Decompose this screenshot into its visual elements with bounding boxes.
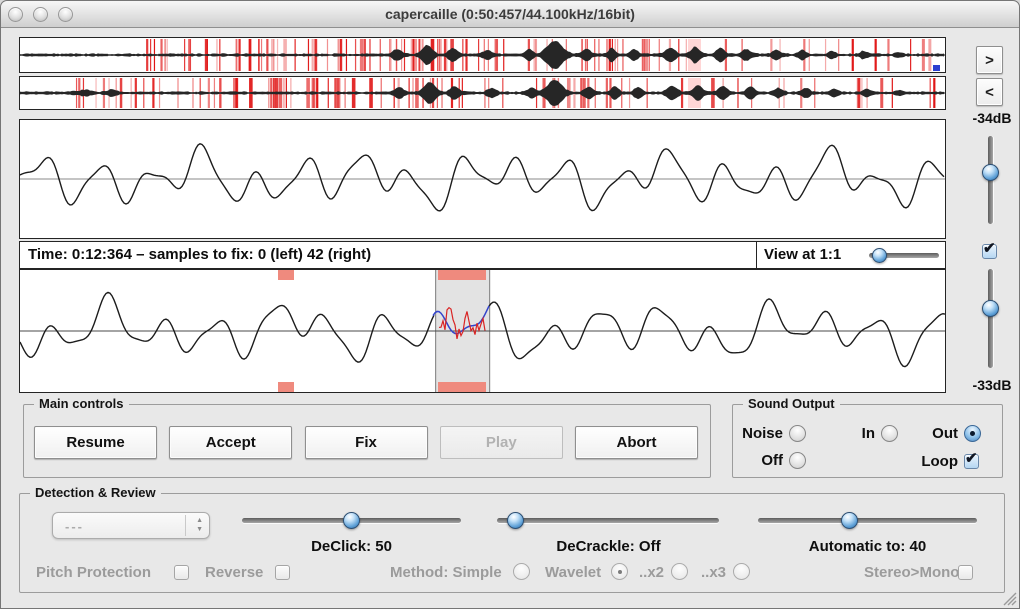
detection-review-group: Detection & Review --- ▲ ▼ DeClick: 50 De… xyxy=(19,485,1005,593)
resume-button[interactable]: Resume xyxy=(34,426,157,459)
threshold-top-label: -34dB xyxy=(972,110,1012,126)
view-scale-slider[interactable] xyxy=(869,248,939,263)
stereo-mono-checkbox xyxy=(958,565,973,580)
abort-button[interactable]: Abort xyxy=(575,426,698,459)
automatic-slider[interactable] xyxy=(758,512,977,529)
reverse-label: Reverse xyxy=(205,564,264,581)
in-label: In xyxy=(861,425,875,442)
channel-link-checkbox[interactable] xyxy=(982,239,997,259)
overview-waveform-right-canvas xyxy=(20,78,945,108)
x2-label: ..x2 xyxy=(639,564,665,581)
threshold-left-slider[interactable] xyxy=(982,136,999,224)
step-forward-button[interactable]: > xyxy=(976,46,1003,74)
main-controls-group: Main controls Resume Accept Fix Play Abort xyxy=(23,396,711,478)
declick-slider[interactable] xyxy=(242,512,461,529)
zoom-button[interactable] xyxy=(58,7,73,22)
out-radio[interactable] xyxy=(964,425,981,442)
loop-checkbox[interactable] xyxy=(964,449,979,469)
pitch-protection-checkbox xyxy=(174,565,189,580)
decrackle-slider[interactable] xyxy=(497,512,719,529)
declick-slider-knob[interactable] xyxy=(343,512,360,529)
waveform-view-left[interactable] xyxy=(19,119,946,239)
sound-output-option-noise[interactable]: Noise xyxy=(742,425,806,442)
automatic-slider-knob[interactable] xyxy=(840,512,858,529)
preset-dropdown[interactable]: --- ▲ ▼ xyxy=(52,512,210,539)
sound-output-group-title: Sound Output xyxy=(743,396,840,411)
status-bar: Time: 0:12:364 – samples to fix: 0 (left… xyxy=(19,241,757,269)
overview-strip-left[interactable] xyxy=(19,37,946,73)
step-back-button[interactable]: < xyxy=(976,78,1003,106)
waveform-right-canvas xyxy=(20,270,945,392)
sound-output-option-in[interactable]: In xyxy=(862,425,898,442)
wavelet-label: Wavelet xyxy=(545,564,602,581)
overview-waveform-left-canvas xyxy=(20,39,945,71)
pitch-protection-label: Pitch Protection xyxy=(36,564,152,581)
stereo-mono-label: Stereo>Mono xyxy=(864,564,960,581)
threshold-left-slider-knob[interactable] xyxy=(982,163,999,181)
loop-label: Loop xyxy=(921,453,958,470)
noise-label: Noise xyxy=(742,425,783,442)
reverse-checkbox xyxy=(275,565,290,580)
sound-output-option-off[interactable]: Off xyxy=(761,452,806,469)
close-button[interactable] xyxy=(8,7,23,22)
view-scale-box: View at 1:1 xyxy=(756,241,946,269)
preset-dropdown-value: --- xyxy=(65,519,84,534)
wavelet-radio xyxy=(611,563,628,580)
title-bar[interactable]: capercaille (0:50:457/44.100kHz/16bit) xyxy=(1,1,1019,28)
off-radio[interactable] xyxy=(789,452,806,469)
decrackle-slider-knob[interactable] xyxy=(507,512,525,529)
automatic-value-label: Automatic to: 40 xyxy=(808,538,927,555)
noise-radio[interactable] xyxy=(789,425,806,442)
time-status-text: Time: 0:12:364 – samples to fix: 0 (left… xyxy=(28,246,372,263)
sound-output-group: Sound Output Noise In Out Off Loop xyxy=(732,396,1003,478)
sound-output-option-loop[interactable]: Loop xyxy=(921,449,979,470)
x3-label: ..x3 xyxy=(701,564,727,581)
window-title: capercaille (0:50:457/44.100kHz/16bit) xyxy=(385,6,635,22)
fix-button[interactable]: Fix xyxy=(304,426,428,459)
x3-radio xyxy=(733,563,750,580)
main-controls-group-title: Main controls xyxy=(34,396,129,411)
view-scale-slider-knob[interactable] xyxy=(872,248,888,263)
dropdown-divider xyxy=(185,515,186,536)
decrackle-value-label: DeCrackle: Off xyxy=(556,538,661,555)
x2-radio xyxy=(671,563,688,580)
overview-strip-right[interactable] xyxy=(19,76,946,110)
accept-button[interactable]: Accept xyxy=(169,426,293,459)
method-simple-radio xyxy=(513,563,530,580)
threshold-right-slider-knob[interactable] xyxy=(982,300,999,318)
detection-review-group-title: Detection & Review xyxy=(30,485,161,500)
view-scale-label: View at 1:1 xyxy=(764,246,842,263)
resize-grip[interactable] xyxy=(999,588,1017,606)
declick-value-label: DeClick: 50 xyxy=(311,538,392,555)
dropdown-stepper-icon[interactable]: ▲ ▼ xyxy=(196,517,203,533)
out-label: Out xyxy=(932,425,958,442)
minimize-button[interactable] xyxy=(33,7,48,22)
in-radio[interactable] xyxy=(881,425,898,442)
waveform-view-right[interactable] xyxy=(19,269,946,393)
off-label: Off xyxy=(761,452,783,469)
threshold-bottom-label: -33dB xyxy=(972,377,1012,393)
play-button: Play xyxy=(439,426,563,459)
method-simple-label: Method: Simple xyxy=(390,564,502,581)
threshold-right-slider[interactable] xyxy=(982,269,999,368)
main-controls-buttons: Resume Accept Fix Play Abort xyxy=(34,426,698,459)
sound-output-option-out[interactable]: Out xyxy=(932,425,981,442)
waveform-left-canvas xyxy=(20,143,945,212)
